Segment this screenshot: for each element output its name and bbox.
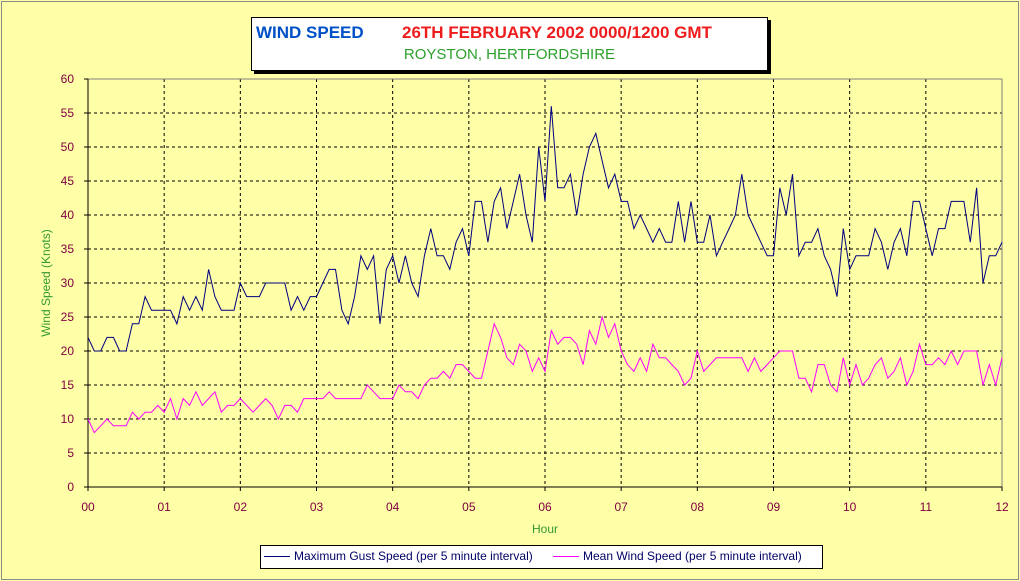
y-tick-label: 25 [61, 310, 75, 324]
y-axis: 0 5 10 15 20 25 30 35 40 45 50 55 60 [61, 72, 89, 494]
y-tick-label: 0 [67, 480, 74, 494]
x-tick-label: 09 [767, 500, 781, 514]
y-tick-label: 60 [61, 72, 75, 86]
legend-swatch-gust [264, 555, 290, 557]
y-tick-label: 55 [61, 106, 75, 120]
y-tick-label: 40 [61, 208, 75, 222]
y-tick-label: 50 [61, 140, 75, 154]
x-tick-label: 01 [157, 500, 171, 514]
x-tick-label: 04 [386, 500, 400, 514]
x-tick-label: 02 [234, 500, 248, 514]
x-tick-label: 05 [462, 500, 476, 514]
y-tick-label: 35 [61, 242, 75, 256]
x-tick-label: 11 [920, 500, 933, 514]
x-tick-label: 06 [538, 500, 552, 514]
y-tick-label: 45 [61, 174, 75, 188]
chart-title-box: WIND SPEED 26TH FEBRUARY 2002 0000/1200 … [251, 17, 768, 71]
legend-item-gust: Maximum Gust Speed (per 5 minute interva… [264, 549, 533, 563]
legend: Maximum Gust Speed (per 5 minute interva… [260, 545, 823, 569]
x-tick-label: 12 [995, 500, 1009, 514]
x-tick-label: 07 [614, 500, 628, 514]
x-axis-title: Hour [532, 522, 558, 536]
legend-item-mean: Mean Wind Speed (per 5 minute interval) [553, 549, 802, 563]
x-axis: 00 01 02 03 04 05 06 07 08 09 10 11 12 [81, 486, 1009, 514]
series-gust-line [87, 106, 1003, 352]
x-tick-label: 00 [81, 500, 95, 514]
y-tick-label: 20 [61, 344, 75, 358]
chart-location: ROYSTON, HERTFORDSHIRE [403, 46, 616, 63]
y-tick-label: 10 [61, 412, 75, 426]
series-group [87, 106, 1003, 434]
grid [88, 78, 1002, 487]
chart-date-time: 26TH FEBRUARY 2002 0000/1200 GMT [402, 23, 712, 42]
legend-label-gust: Maximum Gust Speed (per 5 minute interva… [294, 549, 533, 563]
legend-swatch-mean [553, 555, 579, 557]
y-tick-label: 15 [61, 378, 75, 392]
chart-title: WIND SPEED [256, 23, 364, 42]
y-tick-label: 5 [67, 446, 74, 460]
y-tick-label: 30 [61, 276, 75, 290]
x-tick-label: 10 [843, 500, 857, 514]
y-axis-title: Wind Speed (Knots) [39, 229, 53, 336]
x-tick-label: 08 [691, 500, 705, 514]
legend-label-mean: Mean Wind Speed (per 5 minute interval) [583, 549, 802, 563]
x-tick-label: 03 [310, 500, 324, 514]
series-mean-line [87, 315, 1003, 434]
